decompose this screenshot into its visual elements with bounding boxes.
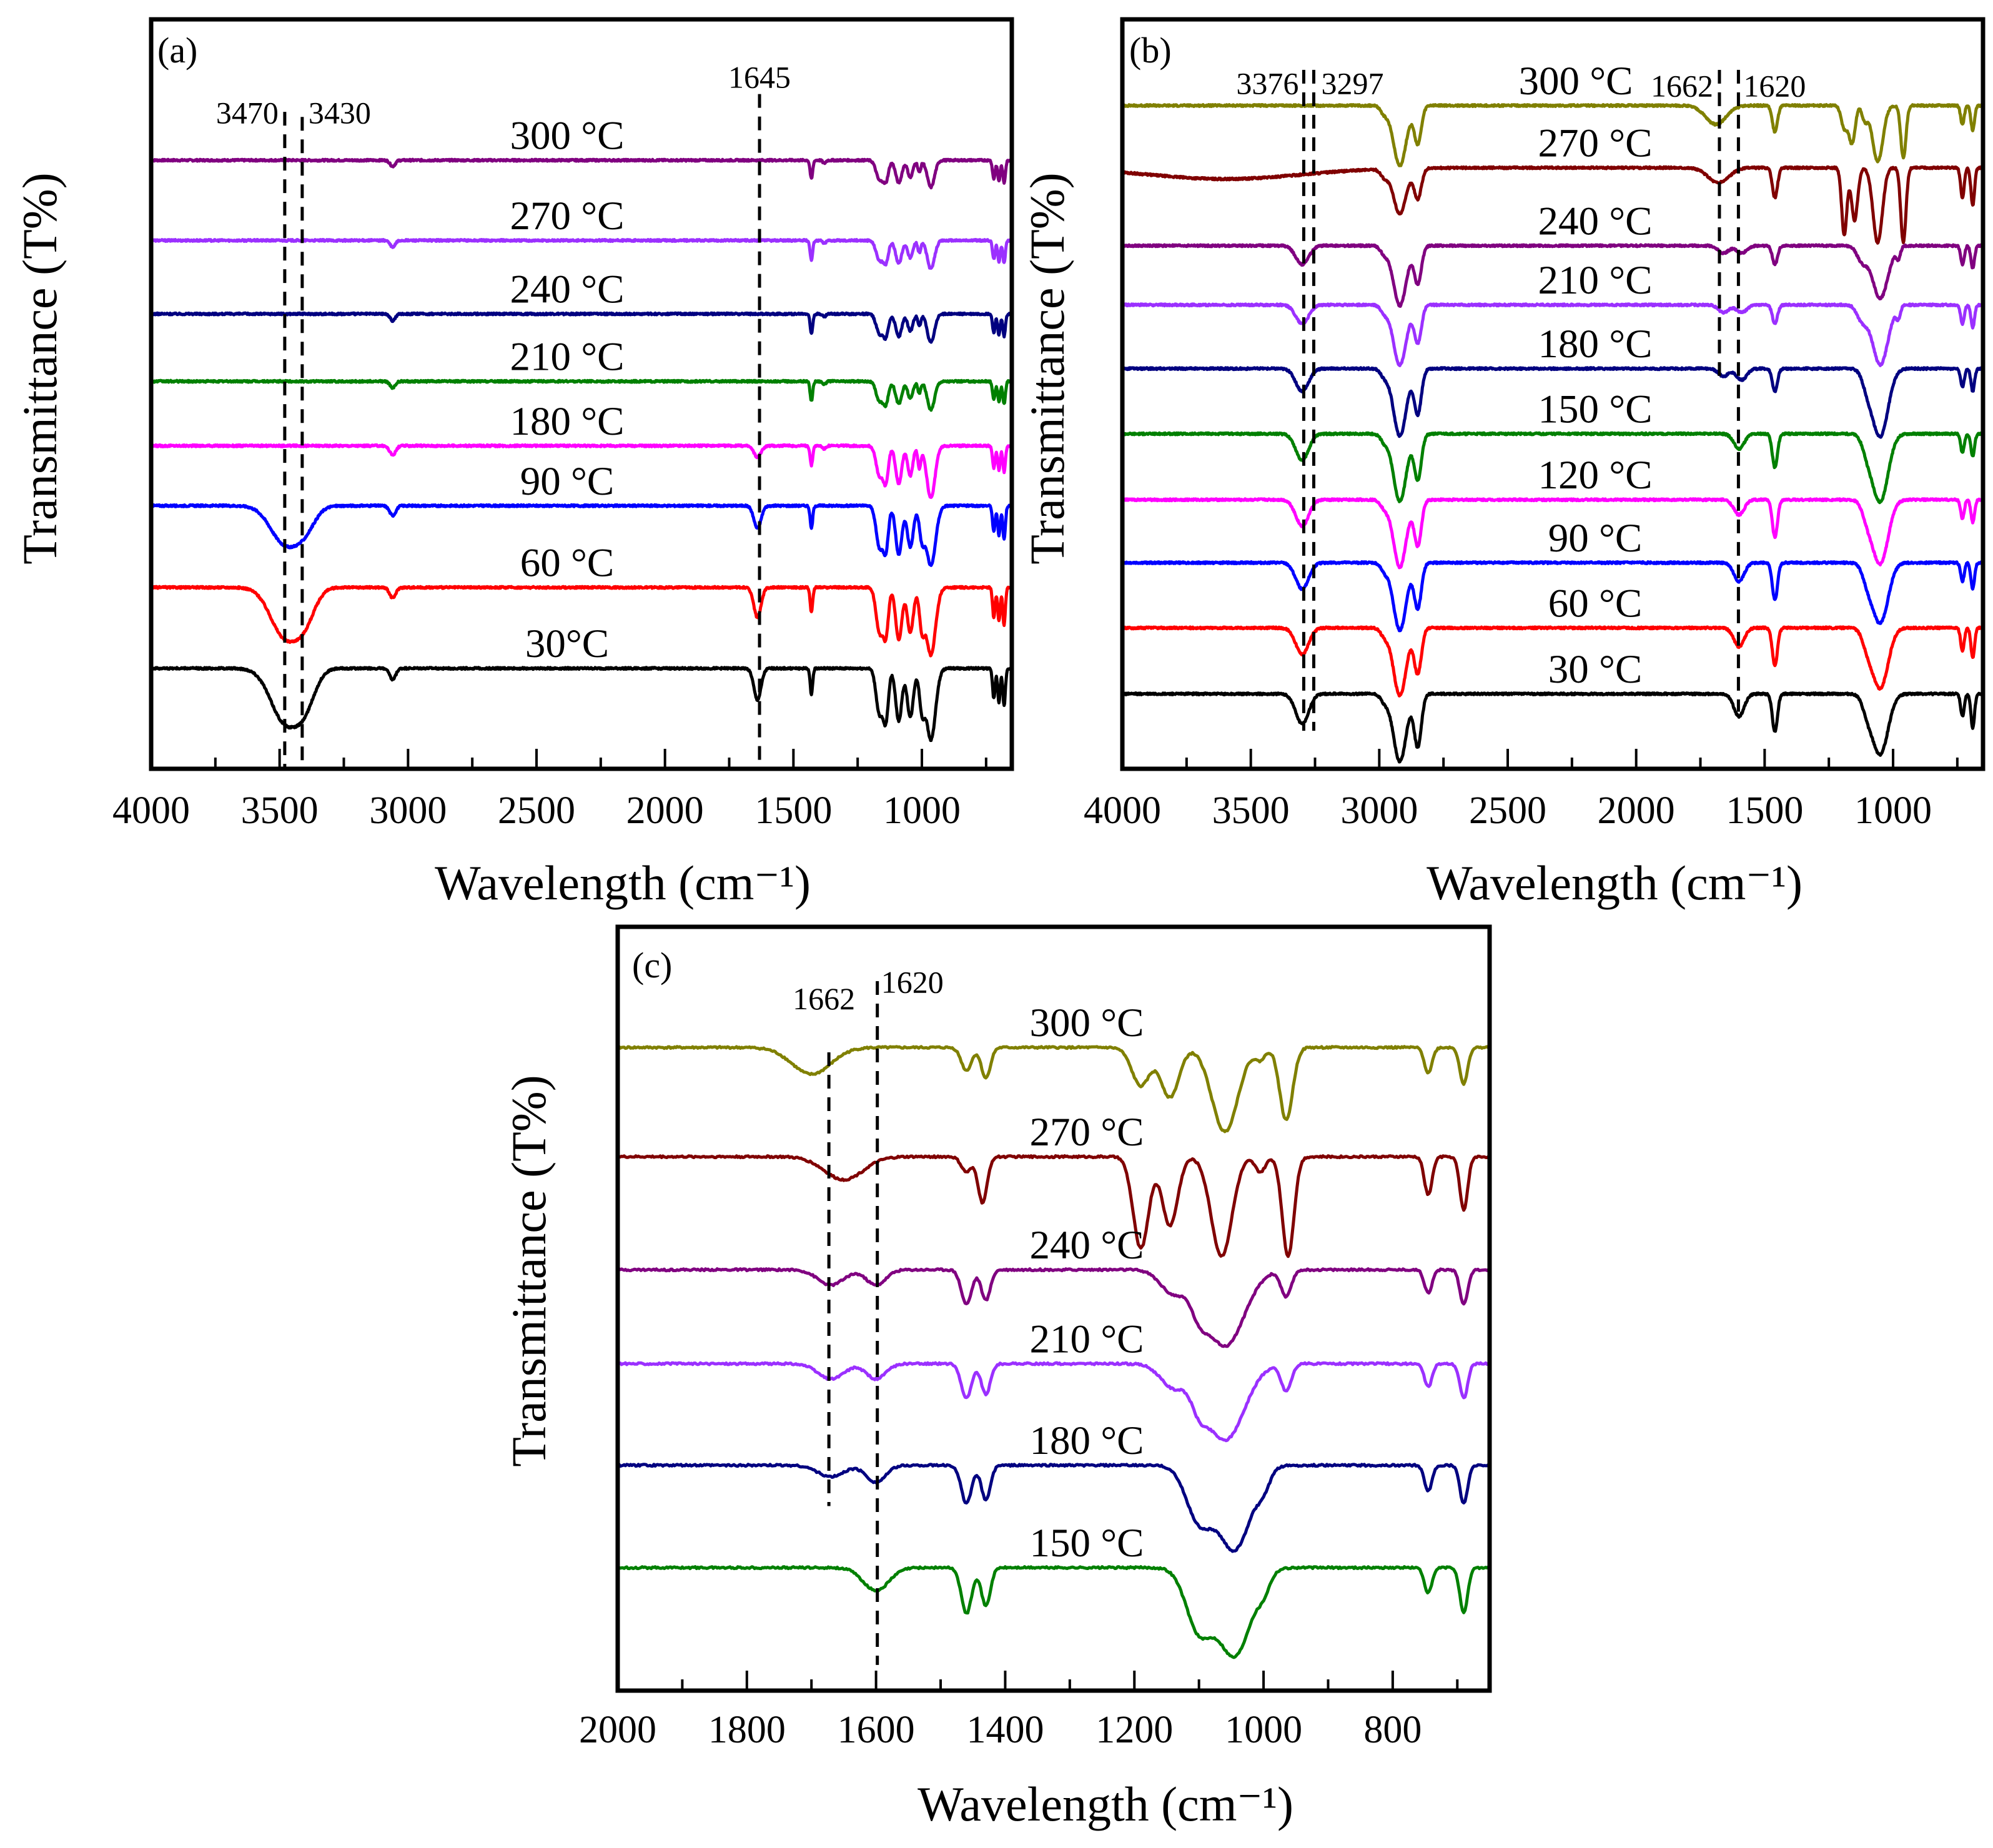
x-tick-label: 2500 (498, 789, 575, 832)
spectrum-line-270c (616, 1154, 1491, 1258)
spectrum-line-120c (1121, 497, 1984, 570)
x-tick-label: 3500 (241, 789, 319, 832)
temperature-label: 240 °C (1538, 199, 1652, 244)
temperature-label: 210 °C (1538, 258, 1652, 303)
peak-marker-label: 1662 (793, 981, 855, 1016)
peak-marker-label: 1620 (1743, 69, 1806, 104)
x-tick-label: 1400 (966, 1709, 1044, 1751)
peak-marker-label: 3376 (1236, 66, 1298, 101)
x-tick-label: 1500 (1726, 789, 1803, 832)
plot-frame (615, 924, 1492, 1693)
temperature-label: 180 °C (1029, 1418, 1144, 1463)
temperature-label: 300 °C (1518, 59, 1633, 104)
spectrum-line-270c (1121, 165, 1984, 245)
x-tick-label: 800 (1363, 1709, 1422, 1751)
spectrum-line-270c (149, 238, 1013, 270)
spectrum-line-300c (617, 1045, 1491, 1134)
panel-b: 300 °C 270 °C 240 °C 210 °C 180 °C 150 °C 120 … (1020, 17, 1986, 910)
plot-frame (149, 17, 1014, 771)
temperature-label: 270 °C (1029, 1110, 1144, 1155)
x-tick-label: 3000 (369, 789, 447, 832)
panel-tag: (c) (632, 945, 672, 986)
x-tick-label: 1000 (1225, 1709, 1302, 1751)
x-axis-title: Wavelength (cm⁻¹) (917, 1777, 1293, 1831)
spectrum-line-300c (1120, 103, 1985, 167)
spectrum-line-210c (1120, 302, 1985, 367)
x-tick-label: 1600 (838, 1709, 915, 1751)
spectrum-line-90c (149, 503, 1014, 567)
temperature-label: 270 °C (510, 194, 624, 239)
temperature-label: 300 °C (1029, 1001, 1144, 1045)
temperature-label: 120 °C (1538, 453, 1652, 498)
x-tick-label: 1000 (1854, 789, 1932, 832)
peak-marker-label: 3297 (1321, 66, 1383, 101)
y-axis-title: Transmittance (T%) (12, 172, 67, 564)
temperature-label: 90 °C (520, 459, 615, 504)
spectrum-line-240c (1121, 243, 1984, 308)
spectrum-line-60c (150, 585, 1014, 658)
temperature-label: 150 °C (1029, 1521, 1144, 1566)
y-axis-title: Transmittance (T%) (1020, 172, 1074, 564)
peak-marker-label: 1620 (881, 964, 944, 999)
plot-frame (1120, 17, 1986, 771)
x-tick-label: 4000 (112, 789, 190, 832)
spectrum-line-150c (1121, 431, 1984, 505)
panel-tag: (b) (1129, 30, 1172, 71)
temperature-label: 210 °C (1029, 1317, 1144, 1362)
spectrum-line-30c (1121, 691, 1985, 764)
x-tick-label: 1000 (883, 789, 961, 832)
temperature-label: 240 °C (510, 267, 624, 312)
panel-c: 300 °C 270 °C 240 °C 210 °C 180 °C 150 °C 1662… (502, 924, 1492, 1831)
temperature-label: 240 °C (1029, 1223, 1144, 1268)
x-tick-label: 2000 (579, 1709, 656, 1751)
temperature-label: 270 °C (1538, 121, 1652, 166)
temperature-label: 60 °C (1548, 581, 1643, 626)
temperature-label: 60 °C (520, 541, 615, 586)
x-axis-title: Wavelength (cm⁻¹) (435, 856, 811, 910)
spectrum-line-240c (616, 1267, 1490, 1348)
x-tick-label: 1800 (708, 1709, 786, 1751)
spectrum-line-180c (617, 1463, 1490, 1553)
x-tick-label: 1200 (1095, 1709, 1173, 1751)
spectrum-line-150c (616, 1565, 1491, 1659)
temperature-label: 150 °C (1538, 387, 1652, 432)
temperature-label: 180 °C (510, 399, 624, 444)
x-tick-label: 2000 (626, 789, 704, 832)
temperature-label: 90 °C (1548, 516, 1643, 561)
x-axis-title: Wavelength (cm⁻¹) (1427, 856, 1803, 910)
panel-tag: (a) (157, 30, 197, 71)
spectrum-line-210c (617, 1361, 1490, 1443)
temperature-label: 210 °C (510, 335, 624, 380)
temperature-label: 30°C (525, 621, 609, 666)
spectrum-line-90c (1120, 560, 1985, 633)
peak-marker-label: 1662 (1651, 69, 1713, 104)
spectrum-line-180c (150, 443, 1014, 499)
spectrum-line-210c (150, 378, 1013, 412)
peak-marker-label: 3430 (309, 95, 371, 130)
x-tick-label: 4000 (1084, 789, 1161, 832)
temperature-label: 300 °C (510, 114, 624, 159)
x-tick-label: 3500 (1212, 789, 1290, 832)
spectrum-line-180c (1120, 366, 1984, 439)
x-tick-label: 3000 (1340, 789, 1418, 832)
peak-marker-label: 1645 (728, 59, 791, 94)
x-tick-label: 2000 (1598, 789, 1675, 832)
x-tick-label: 1500 (754, 789, 832, 832)
spectrum-line-30c (150, 666, 1013, 743)
spectrum-line-300c (150, 157, 1013, 190)
y-axis-title: Transmittance (T%) (502, 1075, 556, 1466)
spectrum-line-240c (149, 311, 1014, 344)
spectrum-line-60c (1121, 625, 1984, 698)
temperature-label: 30 °C (1548, 647, 1643, 692)
peak-marker-label: 3470 (216, 95, 279, 130)
x-tick-label: 2500 (1469, 789, 1546, 832)
temperature-label: 180 °C (1538, 322, 1652, 367)
panel-a: 300 °C 270 °C 240 °C 210 °C 180 °C 90 °C 60 °C… (12, 17, 1014, 910)
